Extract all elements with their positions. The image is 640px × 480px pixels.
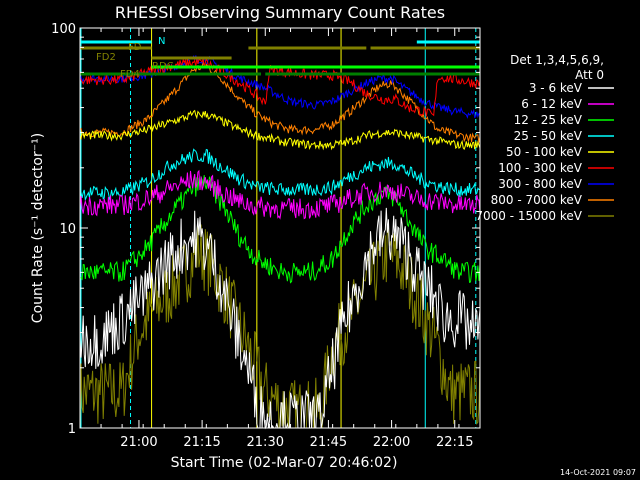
- flag-label: FD4: [120, 69, 140, 80]
- series-line: [79, 169, 481, 220]
- y-tick-label: 100: [51, 22, 76, 37]
- flag-label: FD2: [96, 52, 116, 63]
- x-tick-label: 21:00: [120, 435, 157, 450]
- legend-label: 25 - 50 keV: [514, 129, 583, 143]
- flag-label: RDC: [152, 61, 174, 72]
- series-line: [79, 175, 481, 284]
- legend: 3 - 6 keV 6 - 12 keV 12 - 25 keV 25 - 50 ke…: [475, 81, 614, 223]
- x-tick-label: 21:15: [183, 435, 220, 450]
- series-line: [79, 55, 481, 119]
- x-tick-label: 22:00: [373, 435, 410, 450]
- legend-label: 7000 - 15000 keV: [475, 209, 582, 223]
- plot-layer: N FD FD2 RDC FD4: [79, 28, 481, 430]
- legend-title: Det 1,3,4,5,6,9,: [510, 53, 604, 67]
- legend-label: 6 - 12 keV: [521, 97, 583, 111]
- y-axis-label: Count Rate (s⁻¹ detector⁻¹): [30, 133, 46, 323]
- y-tick-label: 10: [59, 222, 76, 237]
- legend-label: 3 - 6 keV: [529, 81, 583, 95]
- series-line: [79, 148, 481, 202]
- y-tick-label: 1: [68, 422, 76, 437]
- generated-timestamp: 14-Oct-2021 09:07: [560, 468, 636, 477]
- legend-label: 800 - 7000 keV: [491, 193, 583, 207]
- x-tick-label: 22:15: [436, 435, 473, 450]
- legend-label: 100 - 300 keV: [498, 161, 582, 175]
- axes-layer: 21:00 21:15 21:30 21:45 22:00 22:15 1 10 100: [51, 22, 481, 450]
- legend-label: 50 - 100 keV: [506, 145, 583, 159]
- plot-frame: [79, 27, 481, 429]
- series-line: [79, 60, 481, 143]
- series-line: [79, 220, 481, 429]
- legend-label: 12 - 25 keV: [514, 113, 583, 127]
- x-axis-label: Start Time (02-Mar-07 20:46:02): [171, 455, 398, 471]
- flag-label: FD: [128, 42, 142, 53]
- legend-subtitle: Att 0: [575, 68, 604, 82]
- x-tick-label: 21:45: [310, 435, 347, 450]
- chart-title: RHESSI Observing Summary Count Rates: [115, 3, 445, 22]
- legend-label: 300 - 800 keV: [498, 177, 582, 191]
- series-line: [79, 109, 481, 151]
- x-tick-label: 21:30: [247, 435, 284, 450]
- flag-label: N: [158, 36, 165, 47]
